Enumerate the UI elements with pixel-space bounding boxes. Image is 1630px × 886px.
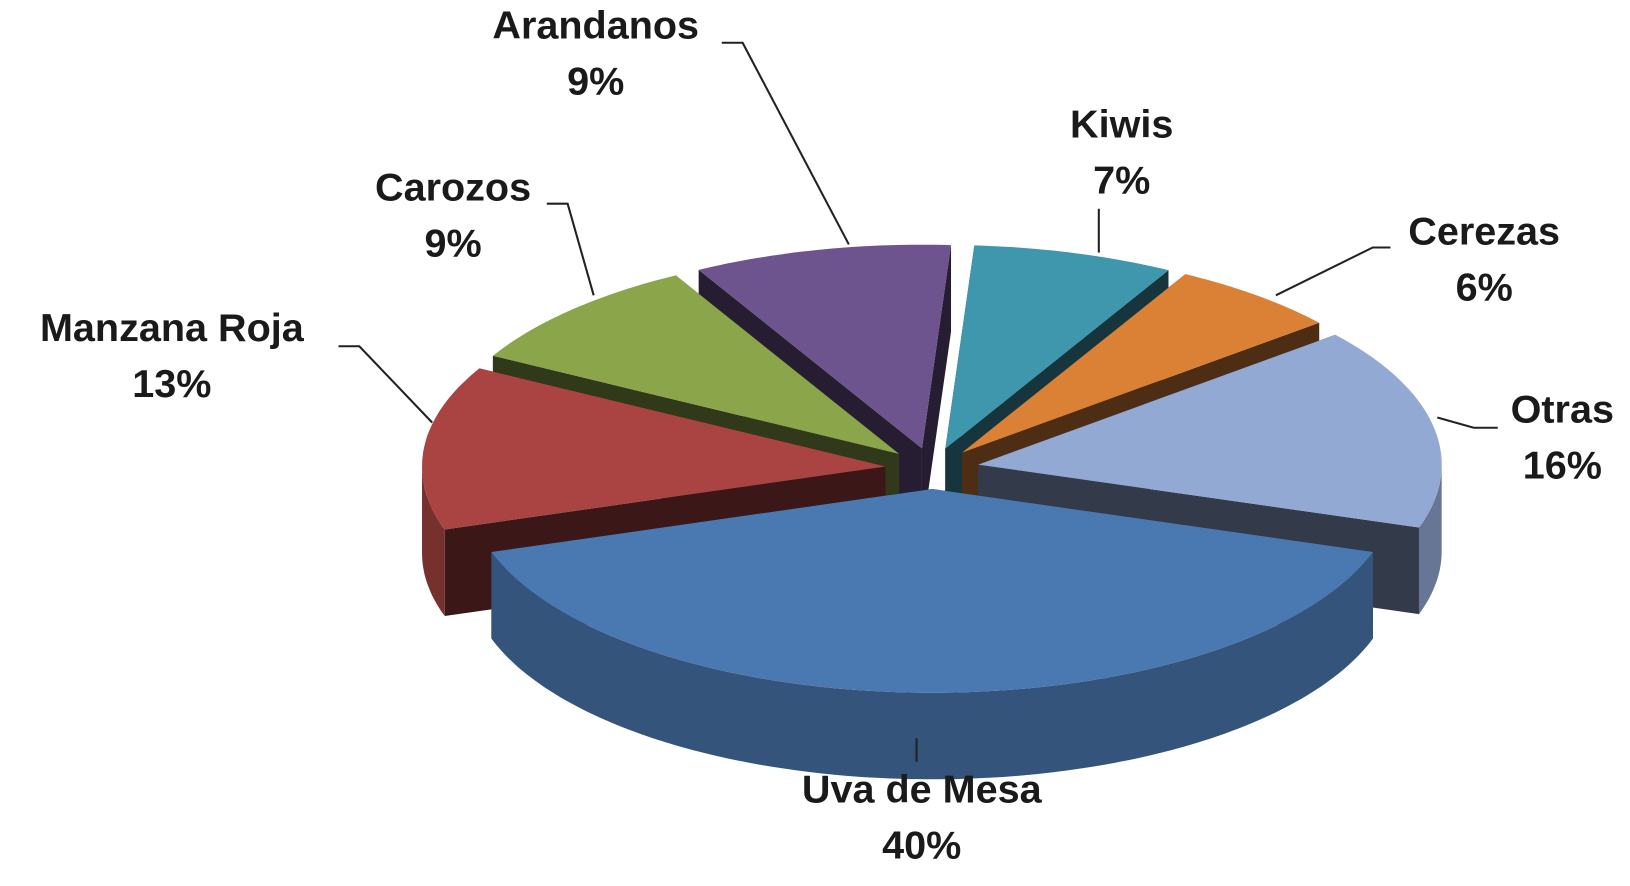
slice-top: [422, 368, 886, 530]
category-label: Uva de Mesa: [802, 769, 1043, 812]
slice-top: [492, 275, 900, 454]
leader-line: [546, 202, 595, 296]
slice-side: [921, 245, 952, 535]
leader-line: [721, 41, 850, 245]
slice-wall: [422, 466, 445, 617]
leader-line: [338, 345, 433, 424]
leader-line: [1437, 416, 1498, 429]
value-label: 6%: [1456, 267, 1513, 310]
category-label: Cerezas: [1408, 211, 1560, 254]
slice-top: [698, 244, 952, 449]
slice-top: [978, 334, 1442, 528]
value-label: 13%: [132, 364, 211, 407]
category-label: Carozos: [375, 167, 531, 210]
pie-slice: [491, 489, 1373, 780]
category-label: Arandanos: [492, 5, 699, 48]
slice-top: [962, 274, 1320, 453]
slice-top: [491, 489, 1373, 693]
leader-line: [1275, 246, 1391, 297]
category-label: Kiwis: [1070, 104, 1173, 147]
slice-top: [945, 245, 1169, 449]
slice-wall: [491, 551, 1373, 780]
value-label: 16%: [1523, 445, 1602, 488]
category-label: Otras: [1511, 389, 1614, 432]
value-label: 40%: [882, 825, 961, 868]
value-label: 9%: [567, 61, 624, 104]
slice-wall: [1418, 464, 1442, 615]
category-label: Manzana Roja: [40, 308, 305, 351]
value-label: 7%: [1093, 160, 1150, 203]
value-label: 9%: [424, 223, 481, 266]
